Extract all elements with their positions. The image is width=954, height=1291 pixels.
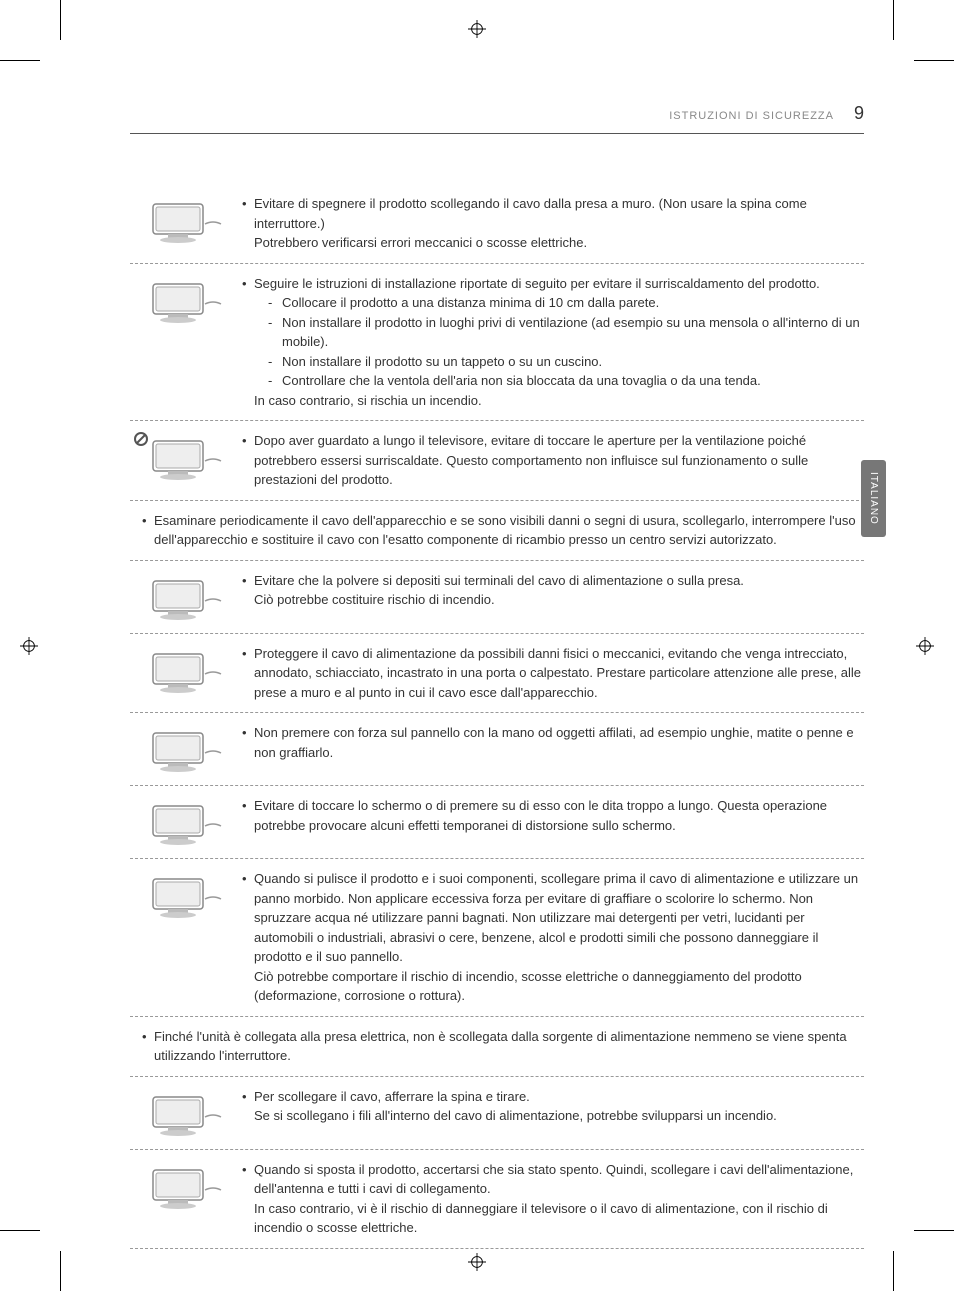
tv-hot-icon bbox=[130, 431, 230, 483]
instruction-item: Evitare di toccare lo schermo o di preme… bbox=[130, 786, 864, 859]
bullet-text: Evitare di spegnere il prodotto scollega… bbox=[254, 196, 807, 231]
bullet-text: Per scollegare il cavo, afferrare la spi… bbox=[254, 1089, 530, 1104]
bullet-text: Ciò potrebbe costituire rischio di incen… bbox=[254, 592, 495, 607]
section-title: ISTRUZIONI DI SICUREZZA bbox=[669, 108, 834, 125]
instruction-text: Proteggere il cavo di alimentazione da p… bbox=[242, 644, 864, 703]
instruction-bullet: Seguire le istruzioni di installazione r… bbox=[242, 274, 864, 411]
bullet-text: Dopo aver guardato a lungo il televisore… bbox=[254, 433, 808, 487]
registration-mark-icon bbox=[20, 637, 38, 655]
instruction-text: Quando si sposta il prodotto, accertarsi… bbox=[242, 1160, 864, 1238]
instruction-bullet: Evitare di toccare lo schermo o di preme… bbox=[242, 796, 864, 835]
bullet-text: Esaminare periodicamente il cavo dell'ap… bbox=[154, 513, 856, 548]
bullet-text: Quando si pulisce il prodotto e i suoi c… bbox=[254, 871, 858, 964]
registration-mark-icon bbox=[468, 20, 486, 38]
instruction-item: Esaminare periodicamente il cavo dell'ap… bbox=[130, 501, 864, 561]
instruction-bullet: Esaminare periodicamente il cavo dell'ap… bbox=[142, 511, 864, 550]
instruction-bullet: Evitare di spegnere il prodotto scollega… bbox=[242, 194, 864, 253]
bullet-text: In caso contrario, vi è il rischio di da… bbox=[254, 1201, 828, 1236]
registration-mark-icon bbox=[468, 1253, 486, 1271]
instruction-item: Evitare che la polvere si depositi sui t… bbox=[130, 561, 864, 634]
tv-unplug-icon bbox=[130, 194, 230, 246]
bullet-text: Evitare che la polvere si depositi sui t… bbox=[254, 573, 744, 588]
language-tab: ITALIANO bbox=[861, 460, 886, 537]
instruction-bullet: Finché l'unità è collegata alla presa el… bbox=[142, 1027, 864, 1066]
instruction-bullet: Quando si sposta il prodotto, accertarsi… bbox=[242, 1160, 864, 1238]
plug-pull-icon bbox=[130, 1087, 230, 1139]
instruction-text: Non premere con forza sul pannello con l… bbox=[242, 723, 864, 762]
instruction-item: Evitare di spegnere il prodotto scollega… bbox=[130, 184, 864, 264]
bullet-text: Evitare di toccare lo schermo o di preme… bbox=[254, 798, 827, 833]
instruction-text: Evitare di spegnere il prodotto scollega… bbox=[242, 194, 864, 253]
instruction-item: Dopo aver guardato a lungo il televisore… bbox=[130, 421, 864, 501]
instruction-item: Per scollegare il cavo, afferrare la spi… bbox=[130, 1077, 864, 1150]
bullet-text: Se si scollegano i fili all'interno del … bbox=[254, 1108, 777, 1123]
instruction-item: Quando si pulisce il prodotto e i suoi c… bbox=[130, 859, 864, 1017]
bullet-tail-text: In caso contrario, si rischia un incendi… bbox=[254, 391, 864, 411]
safety-instructions-list: Evitare di spegnere il prodotto scollega… bbox=[130, 184, 864, 1249]
instruction-item: Seguire le istruzioni di installazione r… bbox=[130, 264, 864, 422]
instruction-bullet: Non premere con forza sul pannello con l… bbox=[242, 723, 864, 762]
tv-ventilation-icon bbox=[130, 274, 230, 326]
registration-mark-icon bbox=[916, 637, 934, 655]
page-header: ISTRUZIONI DI SICUREZZA 9 bbox=[130, 100, 864, 134]
bullet-text: Seguire le istruzioni di installazione r… bbox=[254, 276, 820, 291]
instruction-bullet: Proteggere il cavo di alimentazione da p… bbox=[242, 644, 864, 703]
tv-clean-icon bbox=[130, 869, 230, 921]
bullet-text: Finché l'unità è collegata alla presa el… bbox=[154, 1029, 847, 1064]
bullet-text: Potrebbero verificarsi errori meccanici … bbox=[254, 235, 587, 250]
instruction-item: Quando si sposta il prodotto, accertarsi… bbox=[130, 1150, 864, 1249]
bullet-text: Non premere con forza sul pannello con l… bbox=[254, 725, 854, 760]
instruction-bullet: Evitare che la polvere si depositi sui t… bbox=[242, 571, 864, 610]
tv-touch-icon bbox=[130, 796, 230, 848]
instruction-item: Non premere con forza sul pannello con l… bbox=[130, 713, 864, 786]
instruction-text: Esaminare periodicamente il cavo dell'ap… bbox=[142, 511, 864, 550]
instruction-text: Seguire le istruzioni di installazione r… bbox=[242, 274, 864, 411]
tv-move-icon bbox=[130, 1160, 230, 1212]
instruction-text: Evitare che la polvere si depositi sui t… bbox=[242, 571, 864, 610]
instruction-sub-bullet: Collocare il prodotto a una distanza min… bbox=[268, 293, 864, 313]
instruction-item: Proteggere il cavo di alimentazione da p… bbox=[130, 634, 864, 714]
instruction-text: Evitare di toccare lo schermo o di preme… bbox=[242, 796, 864, 835]
instruction-bullet: Quando si pulisce il prodotto e i suoi c… bbox=[242, 869, 864, 1006]
bullet-text: Quando si sposta il prodotto, accertarsi… bbox=[254, 1162, 853, 1197]
instruction-item: Finché l'unità è collegata alla presa el… bbox=[130, 1017, 864, 1077]
instruction-sub-bullet: Non installare il prodotto in luoghi pri… bbox=[268, 313, 864, 352]
tv-press-icon bbox=[130, 723, 230, 775]
instruction-sub-bullet: Non installare il prodotto su un tappeto… bbox=[268, 352, 864, 372]
instruction-text: Dopo aver guardato a lungo il televisore… bbox=[242, 431, 864, 490]
cord-damage-icon bbox=[130, 644, 230, 696]
instruction-bullet: Dopo aver guardato a lungo il televisore… bbox=[242, 431, 864, 490]
instruction-text: Finché l'unità è collegata alla presa el… bbox=[142, 1027, 864, 1066]
instruction-sub-bullet: Controllare che la ventola dell'aria non… bbox=[268, 371, 864, 391]
bullet-text: Ciò potrebbe comportare il rischio di in… bbox=[254, 969, 802, 1004]
instruction-bullet: Per scollegare il cavo, afferrare la spi… bbox=[242, 1087, 864, 1126]
instruction-text: Quando si pulisce il prodotto e i suoi c… bbox=[242, 869, 864, 1006]
instruction-text: Per scollegare il cavo, afferrare la spi… bbox=[242, 1087, 864, 1126]
page-number: 9 bbox=[854, 100, 864, 127]
plug-dust-icon bbox=[130, 571, 230, 623]
bullet-text: Proteggere il cavo di alimentazione da p… bbox=[254, 646, 861, 700]
